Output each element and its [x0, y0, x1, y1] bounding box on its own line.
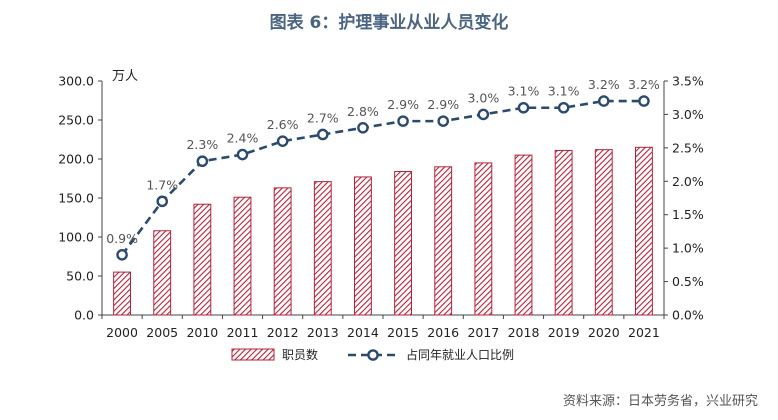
legend-bar-label: 职员数: [282, 347, 318, 362]
x-tick-label: 2020: [588, 325, 620, 340]
y-left-tick-label: 200.0: [58, 152, 94, 167]
ratio-point: [517, 101, 530, 114]
bar: [634, 146, 653, 316]
y-left-tick-label: 300.0: [58, 74, 94, 89]
x-tick-label: 2014: [347, 325, 379, 340]
ratio-point: [236, 148, 249, 161]
y-right-tick-label: 1.0%: [672, 241, 704, 256]
x-tick-label: 2005: [146, 325, 178, 340]
ratio-data-label: 3.0%: [467, 90, 499, 105]
y-right-tick-label: 3.0%: [672, 107, 704, 122]
ratio-point: [557, 101, 570, 114]
bar: [594, 149, 613, 316]
x-tick-label: 2016: [427, 325, 459, 340]
x-tick-label: 2017: [467, 325, 499, 340]
bar: [434, 166, 453, 316]
ratio-point: [116, 249, 128, 261]
bar: [353, 176, 372, 316]
source-note: 资料来源：日本劳务省，兴业研究: [562, 394, 758, 409]
y-right-tick-label: 0.0%: [672, 308, 704, 323]
ratio-data-label: 3.1%: [548, 84, 580, 99]
y-right-tick-label: 1.5%: [672, 207, 704, 222]
bar: [394, 170, 413, 316]
y-left-unit-label: 万人: [112, 69, 138, 84]
bar: [273, 187, 292, 316]
y-left-tick-label: 50.0: [66, 269, 94, 284]
y-left-tick-label: 0.0: [74, 308, 94, 323]
bar: [113, 271, 132, 316]
legend-bar-swatch: [231, 348, 275, 361]
ratio-data-label: 3.2%: [628, 77, 660, 92]
bar: [474, 162, 493, 316]
bar: [193, 203, 212, 316]
ratio-point: [276, 135, 289, 147]
ratio-data-label: 2.9%: [427, 97, 459, 112]
x-tick-label: 2021: [628, 325, 660, 340]
bar: [313, 181, 332, 316]
ratio-point: [597, 95, 610, 107]
ratio-point: [477, 108, 490, 121]
x-tick-label: 2018: [508, 325, 540, 340]
legend: 职员数 占同年就业人口比例: [231, 347, 514, 362]
ratio-data-label: 3.1%: [508, 84, 540, 99]
ratio-data-label: 0.9%: [106, 231, 138, 246]
ratio-point: [638, 95, 650, 107]
ratio-data-label: 2.7%: [307, 110, 339, 125]
x-tick-label: 2015: [387, 325, 419, 340]
ratio-data-label: 2.4%: [227, 131, 259, 146]
ratio-data-label: 2.8%: [347, 104, 379, 119]
legend-line-label: 占同年就业人口比例: [406, 347, 514, 362]
ratio-point: [437, 115, 450, 127]
y-right-tick-label: 2.5%: [672, 140, 704, 155]
bar: [233, 196, 252, 316]
y-left-tick-label: 150.0: [58, 191, 94, 206]
x-tick-label: 2012: [267, 325, 299, 340]
x-tick-label: 2010: [186, 325, 218, 340]
bar: [554, 149, 573, 316]
ratio-data-label: 2.9%: [387, 97, 419, 112]
x-tick-label: 2011: [227, 325, 259, 340]
legend-line-marker: [367, 349, 379, 361]
x-tick-label: 2019: [548, 325, 580, 340]
y-right-tick-label: 2.0%: [672, 174, 704, 189]
ratio-data-label: 2.3%: [186, 137, 218, 152]
ratio-point: [196, 155, 209, 168]
y-right-tick-label: 0.5%: [672, 274, 704, 289]
ratio-point: [397, 115, 409, 127]
x-tick-label: 2013: [307, 325, 339, 340]
bar: [514, 154, 533, 316]
chart-title: 图表 6：护理事业从业人员变化: [269, 13, 509, 33]
bar: [153, 230, 172, 316]
ratio-point: [357, 122, 369, 134]
ratio-line: [121, 99, 644, 256]
ratio-data-label: 1.7%: [146, 177, 178, 192]
y-left-tick-label: 100.0: [58, 230, 94, 245]
ratio-point: [316, 128, 329, 141]
ratio-point: [156, 195, 169, 208]
ratio-data-label: 3.2%: [588, 77, 620, 92]
y-right-tick-label: 3.5%: [672, 74, 704, 89]
ratio-data-label: 2.6%: [267, 117, 299, 132]
y-left-tick-label: 250.0: [58, 113, 94, 128]
x-tick-label: 2000: [106, 325, 138, 340]
